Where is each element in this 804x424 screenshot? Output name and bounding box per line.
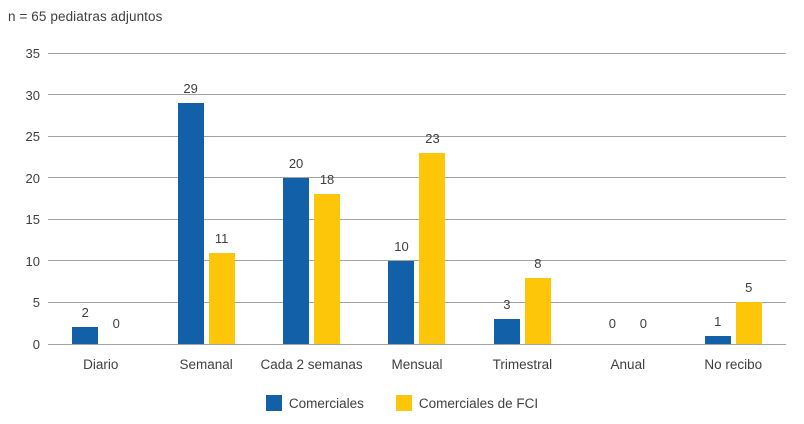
value-label: 0 bbox=[608, 316, 616, 331]
legend-swatch-icon bbox=[395, 395, 412, 411]
gridline-y-30 bbox=[48, 94, 786, 96]
y-tick-label: 0 bbox=[32, 337, 40, 352]
value-label: 0 bbox=[639, 316, 647, 331]
bar-group-cada-2-semanas: 20 18 bbox=[259, 53, 364, 344]
x-tick-label: Cada 2 semanas bbox=[260, 357, 363, 372]
bar-comerciales: 3 bbox=[493, 298, 520, 344]
bar-comerciales: 20 bbox=[283, 157, 310, 344]
legend: Comerciales Comerciales de FCI bbox=[0, 395, 804, 411]
value-label: 1 bbox=[714, 313, 722, 329]
plot-area: 2 0 29 11 20 18 10 23 3 8 0 0 1 5 bbox=[48, 52, 786, 345]
legend-swatch-icon bbox=[265, 395, 282, 411]
legend-item-comerciales-de-fci: Comerciales de FCI bbox=[395, 395, 539, 411]
value-label: 11 bbox=[214, 230, 229, 246]
legend-item-comerciales: Comerciales bbox=[265, 395, 364, 411]
bar-comerciales-de-fci: 8 bbox=[524, 257, 551, 344]
value-label: 8 bbox=[534, 255, 542, 271]
y-tick-label: 20 bbox=[25, 170, 40, 186]
y-tick-label: 5 bbox=[32, 295, 40, 311]
value-label: 23 bbox=[425, 130, 440, 146]
value-label: 3 bbox=[503, 297, 511, 313]
bar-comerciales-de-fci: 5 bbox=[735, 281, 762, 344]
value-label: 10 bbox=[394, 238, 409, 254]
x-tick-label: Trimestral bbox=[492, 357, 553, 372]
value-label: 29 bbox=[183, 80, 198, 96]
bar-comerciales: 2 bbox=[72, 306, 99, 344]
value-label: 2 bbox=[81, 305, 89, 321]
bar-group-semanal: 29 11 bbox=[153, 53, 258, 344]
x-tick-label: Mensual bbox=[391, 357, 443, 372]
value-label: 20 bbox=[288, 155, 304, 171]
y-tick-label: 10 bbox=[25, 253, 40, 269]
bar-comerciales-de-fci: 18 bbox=[314, 173, 341, 344]
value-label: 5 bbox=[745, 280, 753, 296]
y-tick-label: 30 bbox=[25, 87, 40, 103]
chart-annotation: n = 65 pediatras adjuntos bbox=[8, 9, 163, 24]
gridline-y-15 bbox=[48, 218, 786, 220]
x-tick-label: Anual bbox=[610, 357, 646, 372]
gridline-y-0 bbox=[48, 343, 786, 345]
gridline-y-35 bbox=[48, 52, 786, 54]
y-tick-label: 15 bbox=[25, 212, 40, 228]
bar-comerciales: 29 bbox=[177, 82, 204, 344]
value-label: 18 bbox=[319, 172, 335, 188]
gridline-y-25 bbox=[48, 135, 786, 137]
bar-comerciales-de-fci: 23 bbox=[419, 132, 446, 344]
bar-comerciales-de-fci: 11 bbox=[208, 232, 235, 344]
x-tick-label: Diario bbox=[83, 357, 119, 372]
gridline-y-10 bbox=[48, 260, 786, 262]
y-tick-label: 35 bbox=[25, 46, 40, 61]
x-tick-label: Semanal bbox=[179, 357, 233, 372]
x-tick-label: No recibo bbox=[704, 357, 763, 372]
bar-group-mensual: 10 23 bbox=[364, 53, 469, 344]
bar-comerciales: 10 bbox=[388, 240, 415, 344]
x-axis-labels: Diario Semanal Cada 2 semanas Mensual Trimes… bbox=[48, 357, 786, 372]
value-label: 0 bbox=[112, 316, 120, 331]
y-tick-label: 25 bbox=[25, 129, 40, 145]
gridline-y-20 bbox=[48, 177, 786, 179]
legend-label: Comerciales de FCI bbox=[418, 395, 539, 411]
legend-label: Comerciales bbox=[288, 395, 364, 411]
gridline-y-5 bbox=[48, 301, 786, 303]
bar-comerciales: 1 bbox=[704, 315, 731, 344]
